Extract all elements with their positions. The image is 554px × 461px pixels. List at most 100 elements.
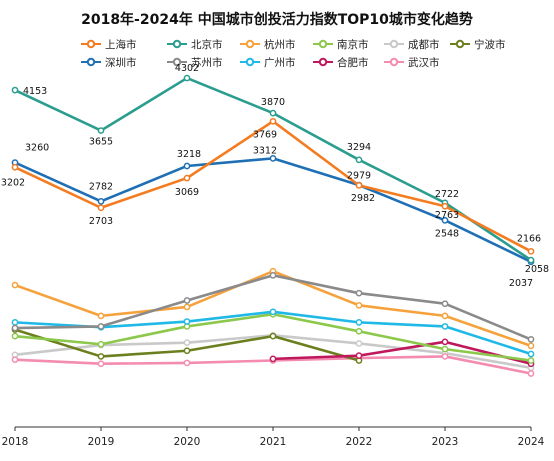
- data-label: 3312: [253, 145, 277, 156]
- legend-swatch-marker: [318, 39, 328, 49]
- data-point: [527, 336, 535, 343]
- data-point: [355, 327, 363, 335]
- legend-label: 武汉市: [408, 56, 440, 69]
- data-label: 3069: [175, 187, 199, 198]
- data-point: [97, 312, 105, 320]
- data-point: [527, 357, 535, 364]
- data-point: [355, 319, 363, 326]
- legend-label: 南京市: [337, 38, 369, 51]
- data-point: [441, 338, 449, 346]
- data-point: [269, 308, 277, 316]
- data-label: 3655: [89, 137, 113, 148]
- legend-item: 广州市: [240, 56, 296, 69]
- data-point: [441, 345, 449, 353]
- data-point: [183, 318, 191, 325]
- data-point: [527, 247, 535, 255]
- data-point: [269, 332, 277, 340]
- x-axis: 2018 2019 2020 2021 2022 2023 2024: [2, 426, 545, 448]
- series-合肥市: [269, 338, 535, 368]
- data-point: [183, 174, 191, 182]
- legend-item: 南京市: [313, 38, 369, 51]
- data-label: 2037: [509, 278, 533, 289]
- data-label: 2166: [517, 233, 541, 244]
- data-point: [355, 352, 363, 359]
- x-tick-label: 2022: [346, 436, 373, 448]
- legend-swatch-marker: [245, 39, 255, 49]
- legend-label: 深圳市: [105, 56, 137, 69]
- x-tick-label: 2023: [432, 436, 459, 448]
- legend-swatch-marker: [172, 39, 182, 49]
- series-lines: [11, 74, 535, 377]
- x-tick-label: 2020: [174, 436, 201, 448]
- data-label: 2763: [435, 210, 459, 221]
- data-point: [441, 216, 449, 224]
- x-tick-label: 2019: [88, 436, 115, 448]
- data-point: [269, 155, 277, 162]
- data-label: 2982: [351, 193, 375, 204]
- legend-item: 苏州市: [167, 56, 223, 69]
- data-label: 2548: [435, 228, 459, 239]
- data-point: [441, 202, 449, 210]
- data-point: [183, 162, 191, 170]
- data-point: [97, 360, 105, 368]
- x-tick-label: 2018: [2, 436, 29, 448]
- data-point: [355, 301, 363, 309]
- data-point: [183, 303, 191, 311]
- legend-swatch-marker: [245, 57, 255, 67]
- data-point: [97, 323, 105, 330]
- series-苏州市: [11, 271, 535, 343]
- data-label: 3260: [25, 143, 49, 154]
- data-point: [441, 323, 449, 330]
- data-label: 2979: [347, 170, 371, 181]
- data-point: [11, 281, 19, 289]
- data-point: [527, 370, 535, 377]
- legend-item: 武汉市: [384, 56, 440, 69]
- legend-label: 北京市: [191, 38, 223, 51]
- data-point: [11, 319, 19, 326]
- legend-label: 杭州市: [264, 38, 296, 51]
- data-point: [355, 156, 363, 164]
- data-point: [97, 127, 105, 134]
- data-label: 4302: [175, 63, 199, 74]
- data-labels: 3202 2703 3069 3769 2979 2722 2166 4153 3655 4302…: [1, 63, 549, 289]
- data-point: [269, 117, 277, 125]
- legend-item: 深圳市: [81, 56, 137, 69]
- data-point: [269, 355, 277, 363]
- data-point: [441, 312, 449, 320]
- data-point: [97, 353, 105, 360]
- legend-item: 合肥市: [313, 56, 369, 69]
- data-label: 3218: [177, 149, 201, 160]
- data-label: 2058: [525, 264, 549, 275]
- legend-item: 宁波市: [450, 38, 506, 51]
- legend-item: 上海市: [81, 38, 137, 51]
- legend-swatch-marker: [86, 57, 96, 67]
- data-point: [183, 297, 191, 304]
- data-point: [97, 197, 105, 205]
- legend-label: 宁波市: [474, 38, 506, 51]
- data-label: 2782: [89, 181, 113, 192]
- data-point: [527, 350, 535, 358]
- data-point: [183, 359, 191, 367]
- data-point: [269, 271, 277, 279]
- legend-swatch-marker: [389, 39, 399, 49]
- data-label: 2722: [435, 189, 459, 200]
- data-point: [269, 109, 277, 117]
- data-point: [355, 289, 363, 297]
- legend-label: 苏州市: [191, 56, 223, 69]
- legend-item: 北京市: [167, 38, 223, 51]
- data-point: [11, 332, 19, 340]
- legend-label: 合肥市: [337, 56, 369, 69]
- series-杭州市: [11, 267, 535, 350]
- data-point: [183, 74, 191, 82]
- legend-item: 杭州市: [240, 38, 296, 51]
- data-label: 4153: [23, 86, 47, 97]
- legend-label: 成都市: [408, 38, 440, 51]
- data-point: [11, 356, 19, 364]
- data-point: [355, 182, 363, 189]
- data-label: 3202: [1, 177, 25, 188]
- data-point: [11, 163, 19, 171]
- legend-swatch-marker: [455, 39, 465, 49]
- x-tick-label: 2024: [518, 436, 545, 448]
- legend-swatch-marker: [389, 57, 399, 67]
